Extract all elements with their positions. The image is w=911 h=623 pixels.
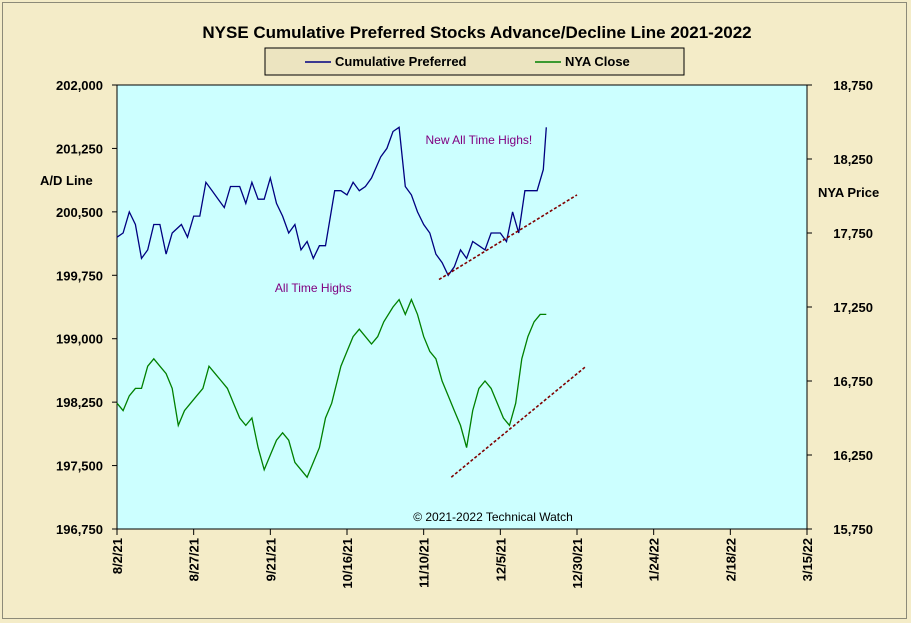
legend-label-nya-close: NYA Close	[565, 54, 630, 69]
x-tick-label: 8/2/21	[110, 538, 125, 574]
y-left-tick-label: 200,500	[56, 205, 103, 220]
annotation-all-time-highs: All Time Highs	[275, 281, 352, 295]
y-left-tick-label: 202,000	[56, 78, 103, 93]
y-axis-right-label: NYA Price	[818, 185, 879, 200]
y-left-tick-label: 196,750	[56, 522, 103, 537]
series-line-cumulative-preferred	[116, 126, 547, 277]
legend-label-cumulative-preferred: Cumulative Preferred	[335, 54, 467, 69]
y-left-tick-label: 201,250	[56, 141, 103, 156]
x-tick-label: 1/24/22	[647, 538, 662, 581]
x-tick-label: 11/10/21	[417, 538, 432, 588]
x-tick-label: 12/30/21	[570, 538, 585, 589]
trend-line-3	[450, 365, 587, 478]
x-tick-label: 12/5/21	[493, 538, 508, 581]
annotations: New All Time Highs! All Time Highs	[275, 133, 532, 295]
y-right-tick-label: 15,750	[833, 522, 873, 537]
y-left-tick-label: 198,250	[56, 395, 103, 410]
x-tick-label: 2/18/22	[723, 538, 738, 581]
x-tick-label: 10/16/21	[340, 538, 355, 589]
y-left-tick-label: 197,500	[56, 459, 103, 474]
y-left-tick-label: 199,000	[56, 332, 103, 347]
annotation-new-all-time-highs: New All Time Highs!	[426, 133, 533, 147]
y-axis-right: 15,750 16,250 16,750 17,250 17,750 18,250 18,7…	[807, 78, 873, 537]
x-tick-label: 9/21/21	[263, 538, 278, 581]
y-right-tick-label: 16,750	[833, 374, 873, 389]
y-axis-left: 196,750 197,500 198,250 199,000 199,750 200,5…	[56, 78, 117, 537]
copyright-notice: © 2021-2022 Technical Watch	[413, 510, 573, 524]
y-left-tick-label: 199,750	[56, 268, 103, 283]
legend: Cumulative Preferred NYA Close	[264, 47, 685, 76]
y-right-tick-label: 16,250	[833, 448, 873, 463]
plot-area	[116, 84, 808, 530]
y-right-tick-label: 17,750	[833, 226, 873, 241]
y-right-tick-label: 18,250	[833, 152, 873, 167]
x-tick-label: 3/15/22	[800, 538, 815, 581]
x-axis: 8/2/21 8/27/21 9/21/21 10/16/21 11/10/21 12/5…	[110, 529, 815, 589]
chart-title: NYSE Cumulative Preferred Stocks Advance…	[202, 23, 751, 42]
y-right-tick-label: 17,250	[833, 300, 873, 315]
trend-line-2	[438, 194, 578, 281]
y-axis-left-label: A/D Line	[40, 173, 93, 188]
series-lines	[116, 126, 587, 479]
series-line-nya-close	[116, 297, 547, 479]
x-tick-label: 8/27/21	[187, 538, 202, 581]
y-right-tick-label: 18,750	[833, 78, 873, 93]
